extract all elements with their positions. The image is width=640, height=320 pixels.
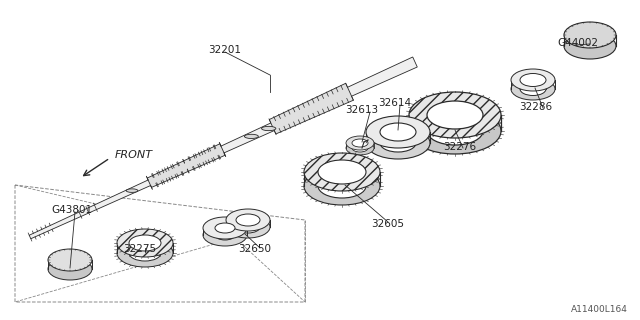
Ellipse shape bbox=[244, 134, 259, 139]
Ellipse shape bbox=[226, 209, 270, 231]
Ellipse shape bbox=[366, 116, 430, 148]
Text: 32276: 32276 bbox=[444, 142, 477, 152]
Polygon shape bbox=[269, 83, 353, 134]
Ellipse shape bbox=[318, 174, 366, 198]
Text: 32275: 32275 bbox=[124, 244, 157, 254]
Polygon shape bbox=[147, 144, 225, 188]
Ellipse shape bbox=[564, 22, 616, 48]
Ellipse shape bbox=[564, 33, 616, 59]
Ellipse shape bbox=[366, 127, 430, 159]
Ellipse shape bbox=[409, 92, 501, 138]
Polygon shape bbox=[29, 57, 417, 239]
Ellipse shape bbox=[352, 144, 368, 152]
Ellipse shape bbox=[236, 214, 260, 226]
Ellipse shape bbox=[304, 167, 380, 205]
Ellipse shape bbox=[520, 74, 546, 86]
Ellipse shape bbox=[346, 136, 374, 150]
Ellipse shape bbox=[129, 235, 161, 251]
Ellipse shape bbox=[203, 217, 247, 239]
Ellipse shape bbox=[511, 78, 555, 100]
Text: 32605: 32605 bbox=[371, 219, 404, 229]
Ellipse shape bbox=[215, 223, 235, 233]
Text: 32613: 32613 bbox=[346, 105, 379, 115]
Ellipse shape bbox=[126, 189, 138, 192]
Ellipse shape bbox=[318, 160, 366, 184]
Ellipse shape bbox=[215, 230, 235, 240]
Ellipse shape bbox=[48, 249, 92, 271]
Text: 32201: 32201 bbox=[209, 45, 241, 55]
Ellipse shape bbox=[520, 83, 546, 95]
Text: 32614: 32614 bbox=[378, 98, 412, 108]
Ellipse shape bbox=[427, 117, 483, 145]
Ellipse shape bbox=[427, 101, 483, 129]
Text: FRONT: FRONT bbox=[115, 150, 153, 160]
Ellipse shape bbox=[511, 69, 555, 91]
Ellipse shape bbox=[262, 126, 276, 131]
Ellipse shape bbox=[117, 229, 173, 257]
Text: 32650: 32650 bbox=[239, 244, 271, 254]
Text: G43801: G43801 bbox=[51, 205, 93, 215]
Ellipse shape bbox=[236, 221, 260, 233]
Text: G44002: G44002 bbox=[557, 38, 598, 48]
Ellipse shape bbox=[352, 139, 368, 147]
Ellipse shape bbox=[48, 258, 92, 280]
Text: A11400L164: A11400L164 bbox=[571, 305, 628, 314]
Ellipse shape bbox=[380, 123, 416, 141]
Ellipse shape bbox=[129, 245, 161, 261]
Ellipse shape bbox=[380, 134, 416, 152]
Text: 32286: 32286 bbox=[520, 102, 552, 112]
Ellipse shape bbox=[203, 224, 247, 246]
Ellipse shape bbox=[409, 108, 501, 154]
Ellipse shape bbox=[346, 141, 374, 155]
Ellipse shape bbox=[117, 239, 173, 267]
Ellipse shape bbox=[226, 216, 270, 238]
Ellipse shape bbox=[304, 153, 380, 191]
